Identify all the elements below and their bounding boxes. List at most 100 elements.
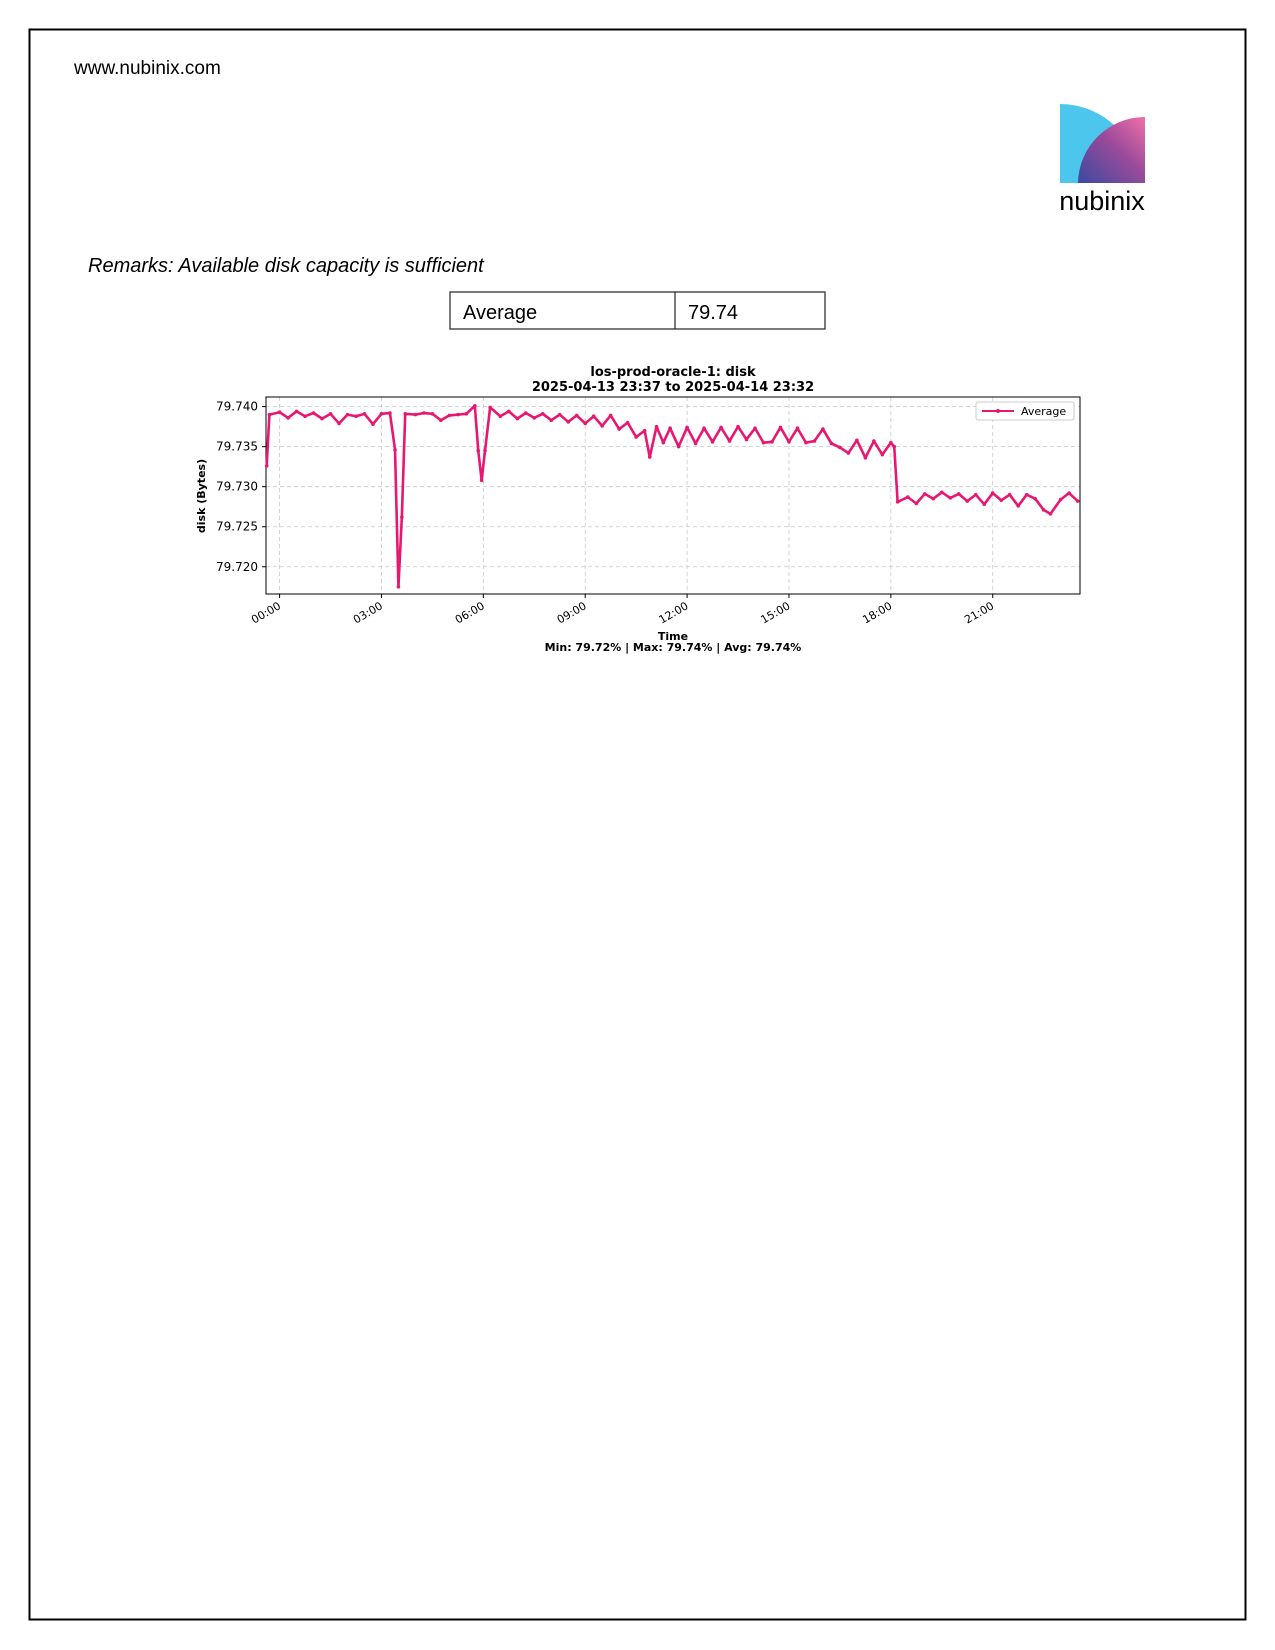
data-point xyxy=(829,441,834,446)
chart-footer: Min: 79.72% | Max: 79.74% | Avg: 79.74% xyxy=(545,641,802,654)
x-tick-label: 18:00 xyxy=(860,599,894,626)
page-border xyxy=(28,28,1247,1621)
data-point xyxy=(744,437,749,442)
data-point xyxy=(320,416,324,421)
x-tick-label: 09:00 xyxy=(555,599,589,626)
data-point xyxy=(973,492,978,497)
data-point xyxy=(362,412,367,416)
data-point xyxy=(625,420,630,425)
logo: nubinix xyxy=(1059,104,1145,216)
chart: los-prod-oracle-1: disk 2025-04-13 23:37… xyxy=(195,365,1081,654)
data-point xyxy=(770,440,774,444)
data-point xyxy=(719,425,723,430)
data-point xyxy=(685,425,689,430)
data-point xyxy=(354,414,358,419)
y-tick-label: 79.735 xyxy=(216,440,258,454)
data-point xyxy=(277,410,282,415)
data-point xyxy=(956,492,961,496)
data-point xyxy=(400,515,404,519)
data-point xyxy=(736,424,740,429)
data-point xyxy=(812,439,817,443)
data-point xyxy=(855,438,859,443)
data-point xyxy=(507,409,511,414)
data-point xyxy=(965,499,970,503)
data-point xyxy=(931,496,936,501)
data-point xyxy=(923,492,927,496)
data-point xyxy=(430,412,435,416)
remarks: Remarks: Available disk capacity is suff… xyxy=(88,255,485,277)
data-point xyxy=(889,440,893,445)
data-point xyxy=(948,496,953,500)
data-point xyxy=(286,416,290,420)
summary-table: Average 79.74 xyxy=(449,291,826,330)
x-axis-label: Time xyxy=(658,630,688,643)
data-point xyxy=(608,413,613,418)
data-point xyxy=(583,421,588,426)
data-point xyxy=(557,412,562,417)
data-point xyxy=(488,405,492,410)
data-point xyxy=(1067,491,1071,495)
data-point xyxy=(396,584,401,589)
data-point xyxy=(532,416,537,420)
y-tick-label: 79.725 xyxy=(216,520,258,534)
data-point xyxy=(473,404,477,408)
data-point xyxy=(880,452,885,457)
data-point xyxy=(294,409,299,414)
data-point xyxy=(413,412,418,417)
data-point xyxy=(476,448,481,453)
legend-label: Average xyxy=(1021,405,1066,418)
data-line xyxy=(265,404,1079,589)
data-point xyxy=(328,412,333,416)
x-tick-label: 12:00 xyxy=(657,599,691,626)
data-point xyxy=(422,411,426,415)
data-point xyxy=(787,440,791,444)
data-point xyxy=(753,426,757,431)
data-point xyxy=(515,416,520,421)
y-tick-label: 79.720 xyxy=(216,560,258,574)
data-point xyxy=(540,412,545,416)
data-point xyxy=(999,498,1004,503)
legend-marker xyxy=(996,409,1000,413)
table-cell: 79.74 xyxy=(688,302,738,324)
data-point xyxy=(642,428,647,433)
data-point xyxy=(693,441,698,446)
data-point xyxy=(1033,496,1037,501)
data-point xyxy=(591,414,596,419)
data-point xyxy=(990,491,995,495)
data-point xyxy=(523,411,528,415)
data-point xyxy=(483,448,487,453)
data-point xyxy=(600,424,604,428)
data-point xyxy=(647,455,652,459)
data-point xyxy=(872,439,876,443)
logo-text: nubinix xyxy=(1059,186,1145,216)
data-point xyxy=(710,440,715,444)
data-point xyxy=(939,490,944,495)
data-point xyxy=(804,440,808,445)
data-point xyxy=(906,495,910,499)
data-point xyxy=(403,412,408,416)
legend-box xyxy=(975,401,1075,421)
logo-shape-gradient xyxy=(1078,117,1145,183)
data-point xyxy=(311,411,316,415)
data-point xyxy=(479,478,484,483)
data-point xyxy=(267,412,272,417)
data-point xyxy=(895,500,900,504)
x-tick-label: 03:00 xyxy=(351,599,385,626)
plot-frame xyxy=(265,396,1081,595)
data-point xyxy=(892,444,897,449)
data-point xyxy=(1075,499,1080,503)
data-point xyxy=(371,422,375,427)
data-point xyxy=(838,445,842,450)
data-point xyxy=(345,412,350,417)
chart-title: los-prod-oracle-1: disk xyxy=(590,365,756,380)
data-point xyxy=(821,427,825,431)
data-point xyxy=(456,412,460,417)
data-point xyxy=(464,412,469,416)
data-point xyxy=(914,501,919,506)
data-point xyxy=(702,426,706,431)
data-point xyxy=(727,439,732,443)
y-tick-label: 79.740 xyxy=(216,400,258,414)
data-point xyxy=(393,448,397,452)
data-point xyxy=(498,414,503,419)
